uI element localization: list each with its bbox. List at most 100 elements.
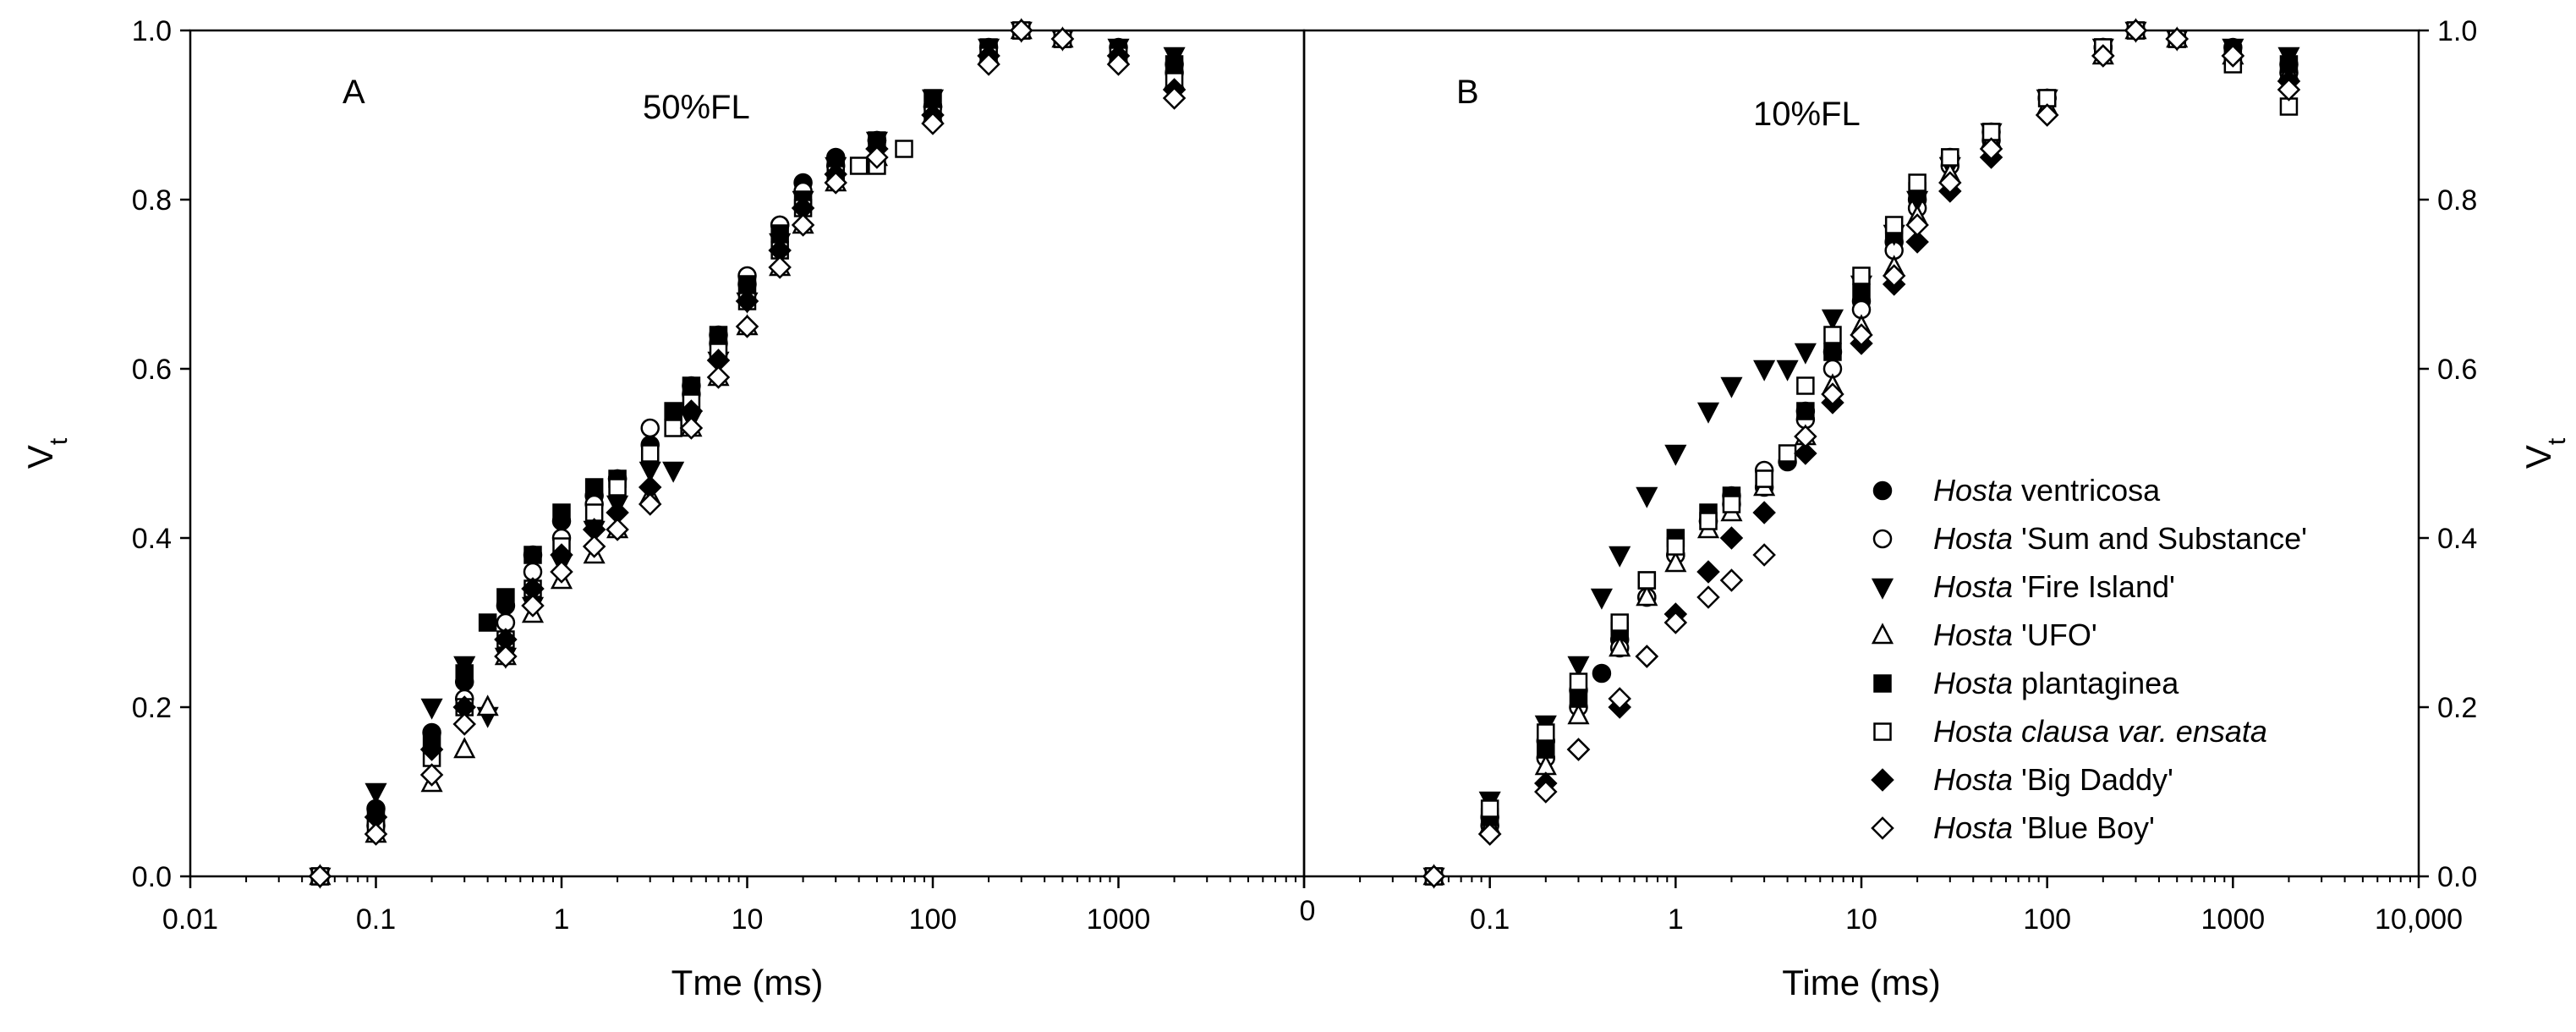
data-point (1722, 495, 1741, 513)
legend-genus: Hosta (1933, 762, 2013, 797)
data-point (638, 492, 662, 516)
data-point (1537, 723, 1555, 742)
data-point (1908, 173, 1927, 192)
series (310, 21, 1184, 886)
series (1424, 21, 2299, 886)
legend-genus: Hosta (1933, 714, 2013, 749)
legend-marker (1873, 674, 1892, 693)
y-tick-label: 0.0 (2437, 861, 2477, 893)
data-point (1162, 86, 1187, 110)
legend-genus: Hosta (1933, 618, 2013, 652)
series (308, 19, 1187, 888)
legend-label: Hosta 'Sum and Substance' (1933, 521, 2307, 556)
data-point (608, 478, 627, 497)
data-point (1753, 360, 1776, 382)
x-tick-label: 0.01 (162, 903, 218, 936)
data-point (1537, 740, 1555, 759)
x-tick-label: 10 (1845, 903, 1877, 936)
legend-label: Hosta 'Big Daddy' (1933, 762, 2173, 797)
x-tick-label: 100 (909, 903, 957, 936)
legend-entry: Hosta ventricosa (1872, 473, 2161, 508)
y-axis-label: Vt (2518, 437, 2571, 469)
legend-marker (1873, 722, 1892, 741)
legend-marker (1872, 480, 1893, 501)
data-point (478, 613, 497, 632)
data-point (1796, 402, 1815, 420)
y-tick-label: 0.8 (132, 184, 172, 217)
legend-label: Hosta ventricosa (1933, 473, 2161, 508)
legend-marker (1871, 768, 1894, 792)
plot-frame (1302, 29, 2420, 878)
data-point (1905, 230, 1929, 254)
data-point (1823, 343, 1842, 361)
data-point (364, 822, 388, 846)
data-point (1480, 799, 1499, 818)
legend-entry: Hosta plantaginea (1873, 666, 2179, 700)
legend-name: 'Big Daddy' (2013, 762, 2173, 797)
data-point (2221, 44, 2245, 68)
legend-entry: Hosta 'Sum and Substance' (1872, 521, 2307, 556)
y-tick-label: 0.2 (132, 692, 172, 724)
legend-genus: Hosta (1933, 569, 2013, 604)
data-point (1794, 442, 1817, 465)
data-point (1635, 645, 1659, 668)
data-point (584, 478, 604, 497)
data-point (2124, 19, 2148, 42)
legend-name: plantaginea (2013, 666, 2179, 700)
series (1424, 21, 2299, 886)
data-point (2035, 103, 2059, 127)
data-point (1884, 216, 1904, 234)
x-tick-label: 1 (1668, 903, 1684, 936)
legend-marker (1871, 578, 1894, 600)
y-axis-label-sub: t (45, 437, 73, 445)
data-point (2165, 27, 2189, 51)
data-point (1882, 264, 1906, 288)
x-tick-label: 10 (732, 903, 764, 936)
x-tick-label: 1000 (1087, 903, 1151, 936)
y-tick-label: 0.0 (132, 861, 172, 893)
legend-label: Hosta 'Blue Boy' (1933, 810, 2155, 845)
data-point (1752, 501, 1776, 524)
data-point (1752, 543, 1776, 567)
legend-label: Hosta clausa var. ensata (1933, 714, 2267, 749)
data-point (1664, 444, 1687, 466)
data-point (824, 171, 847, 195)
panel-b: 0.0 0.2 0.4 0.6 0.8 1.0 0.1 1 10 100 1000 10,000 Tim… (1302, 15, 2571, 1002)
y-tick-label: 1.0 (132, 15, 172, 47)
y-tick-label: 0.4 (2437, 523, 2477, 555)
data-point (1852, 266, 1871, 285)
data-point (791, 213, 815, 237)
data-point (640, 444, 660, 463)
x-tick-label: 100 (2023, 903, 2071, 936)
data-point (452, 712, 476, 736)
x-tick-label: 0.1 (1470, 903, 1510, 936)
data-point (1610, 613, 1629, 632)
data-point (455, 664, 474, 683)
data-point (1794, 425, 1817, 448)
data-point (1609, 635, 1631, 657)
data-point (1778, 444, 1797, 463)
data-point (1796, 376, 1815, 395)
data-point (2277, 78, 2301, 102)
data-point (1905, 213, 1929, 237)
y-axis-label: Vt (20, 437, 73, 469)
series (310, 20, 1184, 887)
series (1422, 19, 2301, 888)
y-axis-label-sub: t (2543, 437, 2571, 445)
data-point (364, 782, 387, 804)
data-point (2091, 44, 2115, 68)
data-point (1569, 672, 1588, 691)
legend-genus: Hosta (1933, 521, 2013, 556)
series (1422, 18, 2300, 886)
data-point (1941, 148, 1959, 167)
y-tick-label: 1.0 (2437, 15, 2477, 47)
data-point (735, 315, 759, 338)
legend-name: 'Sum and Substance' (2013, 521, 2307, 556)
data-point (1979, 137, 2003, 161)
x-axis-label: Tme (ms) (671, 963, 824, 1002)
data-point (494, 645, 518, 668)
series (310, 20, 1184, 887)
data-point (1636, 585, 1658, 607)
data-point (1608, 687, 1631, 711)
legend-name: clausa var. ensata (2013, 714, 2267, 749)
